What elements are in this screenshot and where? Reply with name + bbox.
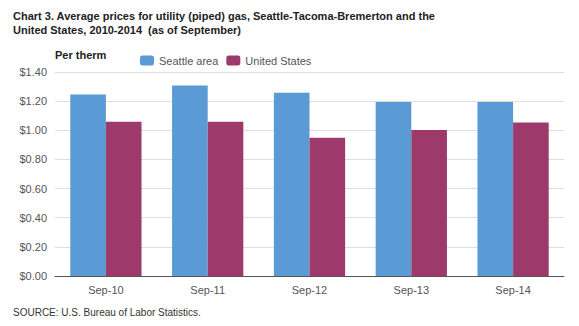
- svg-text:$1.40: $1.40: [19, 66, 47, 78]
- svg-text:Seattle area: Seattle area: [159, 55, 219, 67]
- svg-text:United States, 2010-2014 (as: United States, 2010-2014 (as of Septembe…: [13, 24, 241, 36]
- svg-text:United States: United States: [245, 55, 312, 67]
- svg-text:$0.40: $0.40: [19, 212, 47, 224]
- svg-text:Sep-10: Sep-10: [88, 284, 123, 296]
- svg-text:$0.20: $0.20: [19, 241, 47, 253]
- svg-text:Per therm: Per therm: [55, 49, 107, 61]
- svg-text:$0.00: $0.00: [19, 270, 47, 282]
- svg-text:Sep-12: Sep-12: [292, 284, 327, 296]
- svg-text:Sep-13: Sep-13: [394, 284, 429, 296]
- svg-text:$0.80: $0.80: [19, 153, 47, 165]
- svg-text:SOURCE: U.S. Bureau of Labor S: SOURCE: U.S. Bureau of Labor Statistics.: [13, 307, 201, 318]
- svg-text:Sep-14: Sep-14: [495, 284, 530, 296]
- svg-text:Sep-11: Sep-11: [190, 284, 225, 296]
- svg-text:$1.00: $1.00: [19, 124, 47, 136]
- svg-text:$0.60: $0.60: [19, 183, 47, 195]
- svg-text:$1.20: $1.20: [19, 95, 47, 107]
- svg-text:Chart 3. Average prices for ut: Chart 3. Average prices for utility (pip…: [13, 10, 435, 22]
